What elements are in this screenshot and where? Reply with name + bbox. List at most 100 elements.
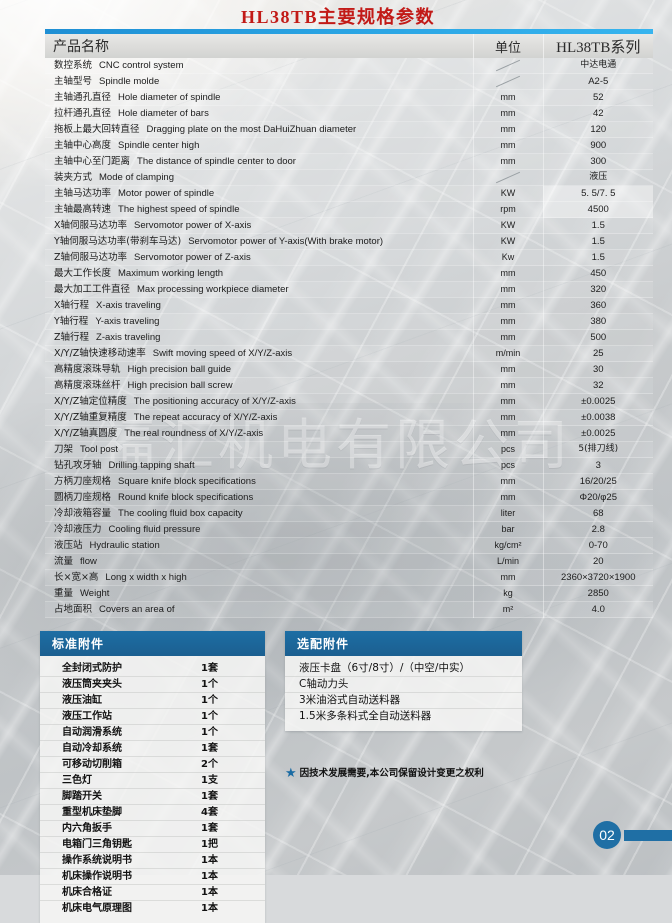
- spec-unit-cell: mm: [473, 313, 544, 330]
- spec-name-cn: 主轴马达功率: [54, 188, 112, 199]
- spec-name-cell: 最大工作长度 Maximum working length: [45, 265, 474, 282]
- list-item: 全封闭式防护 1套: [40, 661, 265, 677]
- page-number-circle: 02: [593, 821, 621, 849]
- spec-name-cn: X轴行程: [54, 300, 90, 311]
- spec-unit-cell: KW: [473, 217, 544, 234]
- spec-name-en: Z-axis traveling: [96, 332, 161, 343]
- spec-name-cn: Y轴行程: [54, 316, 89, 327]
- table-row: 重量 Weight kg 2850: [45, 585, 653, 602]
- spec-name-cn: 主轴中心高度: [54, 140, 112, 151]
- spec-unit-cell: mm: [473, 409, 544, 426]
- optional-accessory-name: 3米油浴式自动送料器: [299, 694, 401, 706]
- table-row: 冷却液压力 Cooling fluid pressure bar 2.8: [45, 521, 653, 538]
- spec-value-cell: 380: [543, 313, 653, 330]
- spec-name-cn: 刀架: [54, 444, 74, 455]
- table-row: 主轴中心至门距离 The distance of spindle center t…: [45, 153, 653, 170]
- spec-name-cell: 高精度滚珠丝杆 High precision ball screw: [45, 377, 474, 394]
- spec-name-cell: X/Y/Z轴真圆度 The real roundness of X/Y/Z-axi…: [45, 425, 474, 442]
- spec-value-cell: 2.8: [543, 521, 653, 538]
- list-item: 内六角扳手 1套: [40, 821, 265, 837]
- spec-name-cell: Y轴伺服马达功率(带刹车马达) Servomotor power of Y-axi…: [45, 233, 474, 250]
- spec-value-cell: 4500: [543, 201, 653, 218]
- spec-name-en: Spindle molde: [99, 76, 160, 87]
- spec-value-cell: 5. 5/7. 5: [543, 185, 653, 202]
- table-row: 主轴通孔直径 Hole diameter of spindle mm 52: [45, 89, 653, 106]
- spec-name-cn: 最大工作长度: [54, 268, 112, 279]
- spec-name-cn: X/Y/Z轴真圆度: [54, 428, 118, 439]
- table-row: 占地面积 Covers an area of m² 4.0: [45, 601, 653, 618]
- spec-unit-cell: mm: [473, 89, 544, 106]
- optional-accessories-list: 液压卡盘（6寸/8寸）/（中空/中实） C轴动力头 3米油浴式自动送料器 1.5米多条…: [285, 656, 522, 731]
- spec-unit-cell: mm: [473, 361, 544, 378]
- accessory-quantity: 1本: [201, 903, 218, 914]
- spec-unit-cell: mm: [473, 105, 544, 122]
- optional-accessories-header: 选配附件: [285, 631, 522, 656]
- table-row: X轴行程 X-axis traveling mm 360: [45, 297, 653, 314]
- spec-name-en: Long x width x high: [105, 572, 187, 583]
- accessory-name: 重型机床垫脚: [62, 807, 122, 818]
- spec-value-cell: 16/20/25: [543, 473, 653, 490]
- spec-name-cn: 拉杆通孔直径: [54, 108, 112, 119]
- star-icon: ★: [285, 764, 297, 780]
- spec-unit-cell: [473, 169, 544, 186]
- spec-name-cn: 圆柄刀座规格: [54, 492, 112, 503]
- table-row: 最大加工工件直径 Max processing workpiece diamete…: [45, 281, 653, 298]
- spec-value-cell: 300: [543, 153, 653, 170]
- accessory-name: 操作系统说明书: [62, 855, 132, 866]
- table-row: 数控系统 CNC control system 中达电通: [45, 58, 653, 74]
- accessory-quantity: 1把: [201, 839, 218, 850]
- spec-unit-cell: m²: [473, 601, 544, 618]
- spec-value-cell: 液压: [543, 169, 653, 186]
- accessory-quantity: 1本: [201, 871, 218, 882]
- spec-name-cell: 液压站 Hydraulic station: [45, 537, 474, 554]
- accessory-name: 可移动切削箱: [62, 759, 122, 770]
- table-row: 钻孔攻牙轴 Drilling tapping shaft pcs 3: [45, 457, 653, 474]
- spec-name-cn: 高精度滚珠丝杆: [54, 380, 121, 391]
- table-row: X轴伺服马达功率 Servomotor power of X-axis KW 1.5: [45, 217, 653, 234]
- spec-value-cell: 320: [543, 281, 653, 298]
- spec-unit-cell: kg/cm²: [473, 537, 544, 554]
- accessory-quantity: 1个: [201, 727, 218, 738]
- spec-unit-cell: mm: [473, 281, 544, 298]
- accessory-quantity: 1套: [201, 823, 218, 834]
- spec-name-en: CNC control system: [99, 60, 184, 71]
- table-row: 流量 flow L/min 20: [45, 553, 653, 570]
- spec-name-cn: 拖板上最大回转直径: [54, 124, 140, 135]
- table-row: Y轴伺服马达功率(带刹车马达) Servomotor power of Y-axi…: [45, 233, 653, 250]
- page-number-badge: 02: [593, 821, 672, 849]
- optional-accessory-name: 1.5米多条料式全自动送料器: [299, 710, 432, 722]
- accessory-name: 机床操作说明书: [62, 871, 132, 882]
- table-row: 主轴最高转速 The highest speed of spindle rpm 450…: [45, 201, 653, 218]
- spec-name-cell: 拉杆通孔直径 Hole diameter of bars: [45, 105, 474, 122]
- spec-unit-cell: [473, 58, 544, 74]
- spec-name-cell: 流量 flow: [45, 553, 474, 570]
- table-row: 最大工作长度 Maximum working length mm 450: [45, 265, 653, 282]
- accessory-name: 电箱门三角钥匙: [62, 839, 132, 850]
- spec-name-en: Servomotor power of X-axis: [134, 220, 252, 231]
- footnote: ★ 因技术发展需要,本公司保留设计变更之权利: [285, 764, 484, 780]
- spec-value-cell: 2850: [543, 585, 653, 602]
- spec-name-en: Y-axis traveling: [95, 316, 160, 327]
- spec-name-cn: 长×宽×高: [54, 572, 99, 583]
- accessory-quantity: 4套: [201, 807, 218, 818]
- spec-name-cell: 重量 Weight: [45, 585, 474, 602]
- spec-value-cell: 32: [543, 377, 653, 394]
- standard-accessories-list: 全封闭式防护 1套 液压筒夹夹头 1个 液压油缸 1个 液压工作站 1个 自动润滑系统 1个 自动冷…: [40, 656, 265, 923]
- accessory-quantity: 2个: [201, 759, 218, 770]
- spec-name-en: Max processing workpiece diameter: [137, 284, 289, 295]
- list-item: 液压工作站 1个: [40, 709, 265, 725]
- spec-value-cell: A2-5: [543, 73, 653, 90]
- spec-unit-cell: mm: [473, 265, 544, 282]
- spec-name-cell: 主轴中心高度 Spindle center high: [45, 137, 474, 154]
- standard-accessories-header: 标准附件: [40, 631, 265, 656]
- spec-unit-cell: kg: [473, 585, 544, 602]
- spec-name-en: The distance of spindle center to door: [137, 156, 296, 167]
- spec-name-en: Square knife block specifications: [118, 476, 256, 487]
- spec-unit-cell: KW: [473, 185, 544, 202]
- spec-name-en: Tool post: [80, 444, 119, 455]
- specification-table-body: 数控系统 CNC control system 中达电通 主轴型号 Spindle mo…: [45, 58, 653, 618]
- accessory-name: 脚踏开关: [62, 791, 102, 802]
- spec-name-cell: 冷却液压力 Cooling fluid pressure: [45, 521, 474, 538]
- spec-name-cn: 冷却液箱容量: [54, 508, 112, 519]
- spec-name-cn: 冷却液压力: [54, 524, 102, 535]
